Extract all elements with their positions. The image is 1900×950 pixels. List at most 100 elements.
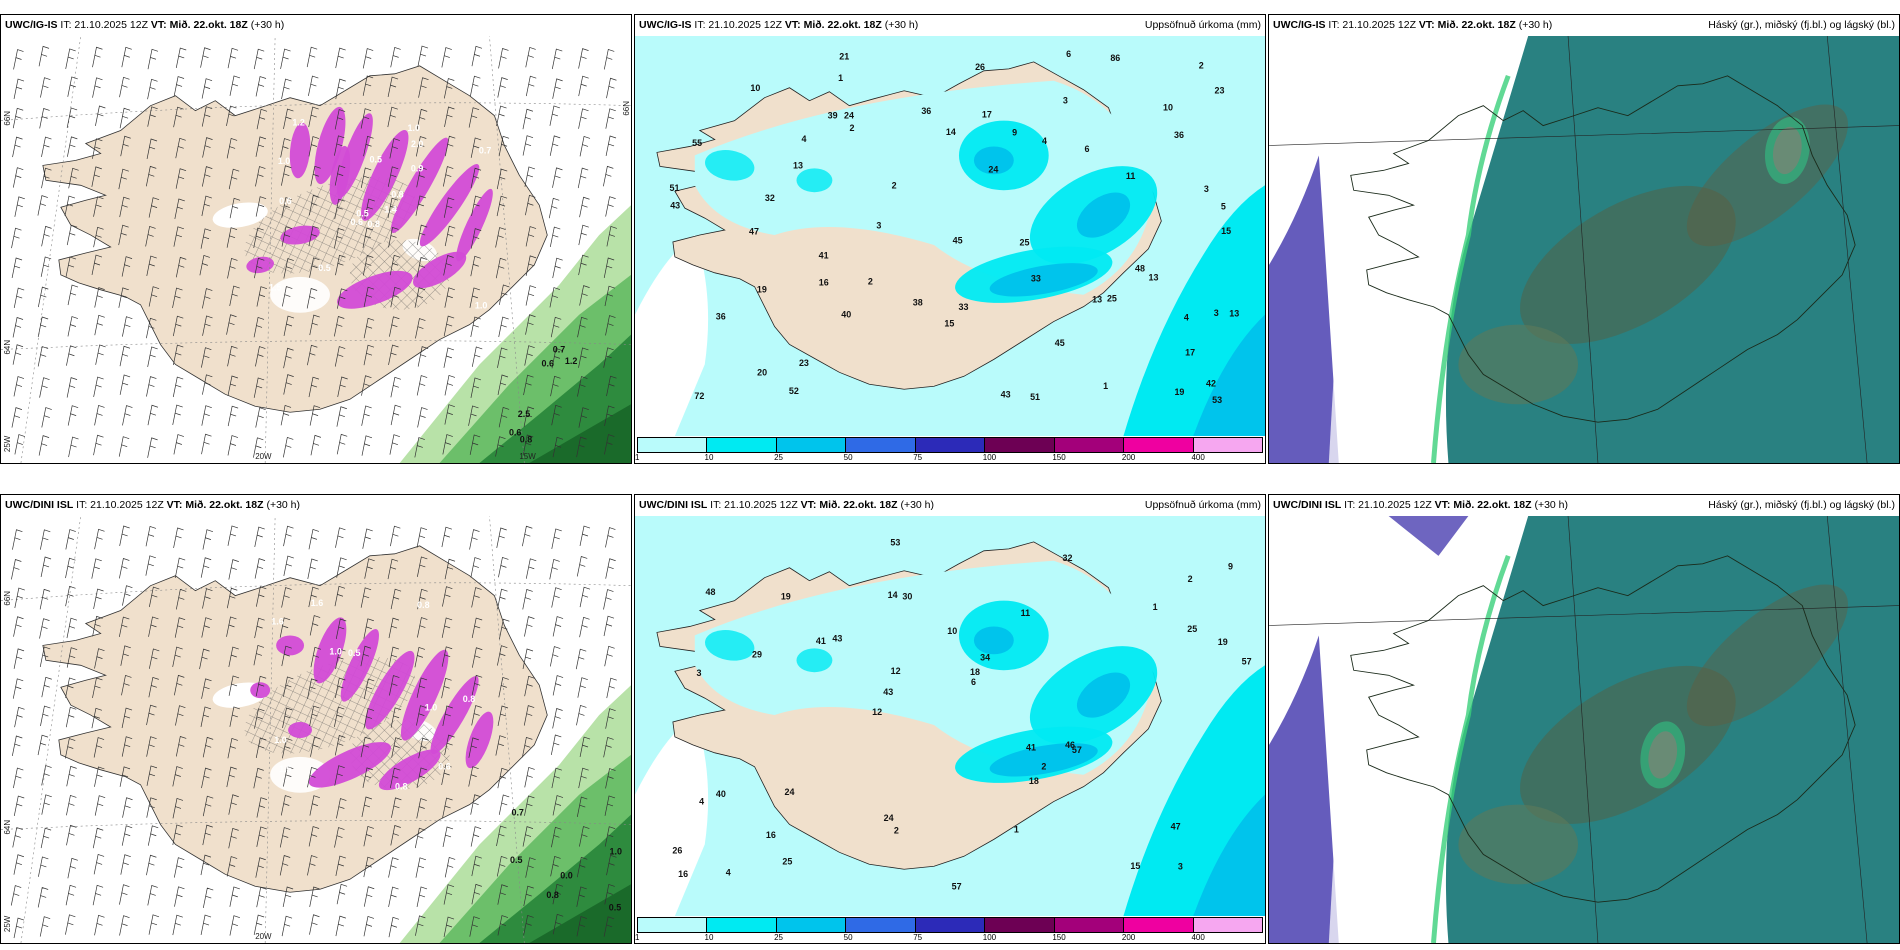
snow-value-label: 1.0 — [329, 647, 341, 657]
precip-value-label: 3 — [1178, 862, 1183, 872]
precip-value-label: 53 — [890, 538, 900, 548]
precip-sea-shading — [399, 205, 631, 463]
cloud-map — [1269, 516, 1899, 943]
snow-value-label: 0.6 — [541, 358, 553, 368]
precip-value-label: 43 — [670, 201, 680, 211]
precip-value-label: 19 — [781, 592, 791, 602]
lat-lon-grid — [1269, 516, 1899, 943]
colorbar-swatch — [776, 438, 847, 452]
valid-time: VT: Mið. 22.okt. 18Z — [1418, 19, 1516, 31]
colorbar-tick-label: 10 — [704, 933, 714, 942]
snow-value-label: 1.4 — [384, 205, 396, 215]
precip-value-label: 42 — [1206, 379, 1216, 389]
precip-value-label: 34 — [980, 652, 990, 662]
precip-value-label: 1 — [1153, 602, 1158, 612]
snow-value-label: 1.0 — [610, 846, 622, 856]
precip-colorbar: 1 10 25 50 75 100 150 200 400 — [635, 437, 1263, 462]
precip-value-label: 36 — [716, 311, 726, 321]
snow-value-label: 0.8 — [546, 890, 558, 900]
snow-value-label: 0.9 — [411, 164, 423, 174]
precip-value-label: 1 — [838, 73, 843, 83]
colorbar-swatch — [915, 918, 986, 932]
precip-value-label: 13 — [1229, 308, 1239, 318]
snow-value-label: 0.5 — [356, 208, 368, 218]
axis-label: 66N — [3, 591, 12, 606]
colorbar-swatch — [985, 438, 1055, 452]
precip-value-label: 40 — [841, 310, 851, 320]
colorbar-tick-label: 25 — [774, 933, 784, 942]
colorbar-swatch — [1193, 438, 1262, 452]
snow-wind-panel-top: UWC/IG-IS IT: 21.10.2025 12Z VT: Mið. 22… — [0, 14, 632, 464]
precip-value-label: 3 — [697, 668, 702, 678]
precip-value-label: 24 — [844, 110, 854, 120]
precip-title: Uppsöfnuð úrkoma (mm) — [1144, 19, 1261, 31]
snow-value-label: 1.0 — [407, 123, 419, 133]
axis-label: 66N — [3, 111, 12, 126]
precip-value-label: 57 — [952, 882, 962, 892]
precip-value-label: 12 — [891, 666, 901, 676]
colorbar-tick-label: 75 — [913, 453, 923, 462]
precip-value-label: 24 — [785, 787, 795, 797]
snow-value-label: 1.0 — [278, 156, 290, 166]
snow-value-label: 0.5 — [369, 154, 381, 164]
precip-value-label: 26 — [672, 846, 682, 856]
precip-value-label: 57 — [1242, 656, 1252, 666]
colorbar-tick-label: 1 — [635, 933, 640, 942]
precip-value-label: 15 — [1221, 226, 1231, 236]
lead-time: (+30 h) — [884, 19, 919, 31]
snow-value-label: 1.0 — [274, 735, 286, 745]
precip-value-label: 10 — [1163, 103, 1173, 113]
precip-value-label: 9 — [1228, 561, 1233, 571]
precip-value-label: 36 — [1174, 130, 1184, 140]
lat-lon-grid — [1, 36, 631, 463]
colorbar-tick-label: 150 — [1052, 453, 1066, 462]
precip-value-label: 25 — [1107, 293, 1117, 303]
valid-time: VT: Mið. 22.okt. 18Z — [166, 499, 264, 511]
precip-value-label: 45 — [1055, 338, 1065, 348]
panel-header: UWC/IG-IS IT: 21.10.2025 12Z VT: Mið. 22… — [1269, 15, 1899, 36]
colorbar-tick-label: 400 — [1191, 453, 1205, 462]
axis-label: 20W — [255, 452, 272, 461]
precip-value-label: 41 — [819, 250, 829, 260]
precip-value-label: 43 — [832, 633, 842, 643]
precip-value-label: 3 — [1204, 184, 1209, 194]
precip-panel-top: UWC/IG-IS IT: 21.10.2025 12Z VT: Mið. 22… — [634, 14, 1266, 464]
precip-value-label: 33 — [1031, 274, 1041, 284]
precip-value-label: 24 — [884, 813, 894, 823]
model-name: UWC/IG-IS — [1273, 19, 1326, 31]
snow-value-label: 1.5 — [279, 764, 291, 774]
precip-value-label: 20 — [757, 368, 767, 378]
precip-value-label: 2 — [1199, 61, 1204, 71]
precip-value-label: 25 — [1020, 237, 1030, 247]
snow-value-label: 0.6 — [438, 762, 450, 772]
snow-value-label: 0.6 — [509, 427, 521, 437]
precip-value-label: 25 — [1187, 624, 1197, 634]
precip-value-label: 55 — [692, 138, 702, 148]
precip-value-label: 15 — [944, 318, 954, 328]
precip-value-label: 48 — [1135, 264, 1145, 274]
colorbar-swatch — [1054, 918, 1125, 932]
precip-value-label: 16 — [819, 277, 829, 287]
precip-map: 2 3 4 5 3 3 2 6 4 10 13 13 11 40 36 45 41 51 21 36 42 17 20 19 2… — [635, 36, 1265, 436]
precip-value-label: 4 — [1042, 136, 1047, 146]
axis-label: 20W — [255, 932, 272, 941]
precip-value-label: 23 — [1215, 86, 1225, 96]
lat-lon-grid — [1269, 36, 1899, 463]
cloud-layers — [1269, 516, 1899, 943]
colorbar-tick-label: 200 — [1121, 453, 1136, 462]
snow-value-label: 1.0 — [425, 702, 437, 712]
snow-value-label: 0.7 — [553, 344, 565, 354]
precip-value-label: 11 — [1021, 608, 1030, 618]
colorbar-tick-label: 400 — [1191, 933, 1205, 942]
lead-time: (+30 h) — [1534, 499, 1569, 511]
precip-value-label: 33 — [958, 302, 968, 312]
snow-value-label: 1.0 — [475, 301, 487, 311]
precip-value-label: 18 — [970, 667, 980, 677]
snow-value-label: 0.5 — [510, 855, 522, 865]
colorbar-swatch — [707, 438, 777, 452]
precip-value-label: 2 — [868, 276, 873, 286]
precip-value-label: 45 — [953, 236, 963, 246]
snow-value-label: 0.0 — [560, 871, 572, 881]
precip-value-label: 51 — [670, 183, 680, 193]
precip-value-label: 6 — [971, 677, 976, 687]
